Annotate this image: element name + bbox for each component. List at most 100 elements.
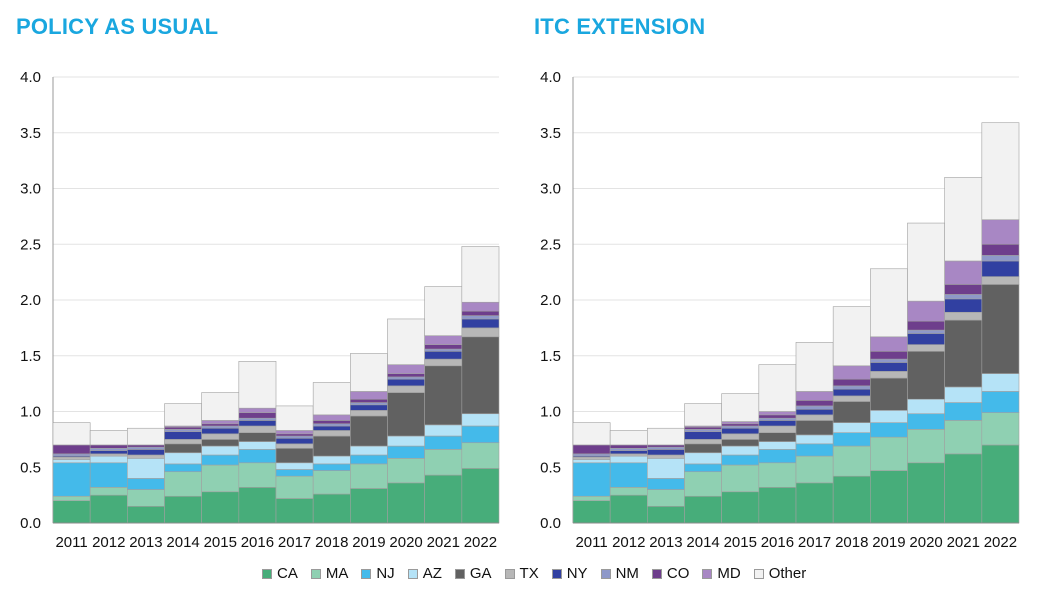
bar-segment-co-2013 [127,444,165,448]
bar-segment-tx-2017 [275,443,314,449]
bar-segment-md-2019 [870,336,908,352]
bar-segment-ma-2020 [387,458,425,484]
bar-segment-ma-2011 [572,495,611,501]
bar-segment-other-2017 [275,405,314,431]
bar-segment-co-2021 [944,284,983,295]
y-tick-label: 3.5 [540,125,561,142]
bar-segment-az-2021 [944,386,983,403]
bar-segment-co-2022 [981,243,1020,256]
bar-segment-co-2019 [870,350,908,360]
bar-segment-ca-2019 [870,470,908,524]
legend-label: TX [519,565,539,582]
x-tick-label: 2022 [984,534,1017,551]
bar-segment-ma-2015 [721,464,760,493]
bar-segment-tx-2013 [647,454,685,459]
bar-segment-az-2016 [238,441,277,450]
bar-segment-nj-2015 [721,454,760,466]
legend-swatch [262,568,272,579]
bar-segment-tx-2015 [201,433,240,440]
bar-segment-az-2016 [758,441,797,450]
y-tick-label: 3.5 [20,125,41,142]
legend-label: GA [469,565,492,582]
x-tick-label: 2015 [724,534,757,551]
bar-segment-co-2014 [164,426,202,430]
bar-segment-nj-2020 [387,445,425,459]
bar-segment-md-2018 [832,365,871,380]
bar-segment-ga-2016 [238,432,277,442]
bar-segment-other-2014 [684,403,722,427]
x-tick-label: 2016 [761,534,794,551]
legend-swatch [454,568,465,579]
bar-segment-ga-2017 [275,447,314,464]
x-tick-label: 2021 [947,534,980,551]
bar-segment-ny-2018 [832,388,871,397]
x-tick-label: 2017 [278,534,311,551]
bar-segment-az-2022 [981,373,1020,392]
bar-segment-co-2011 [572,444,611,455]
bar-segment-nj-2015 [201,454,240,466]
x-tick-label: 2016 [241,534,274,551]
bar-segment-co-2017 [795,400,834,407]
bar-segment-ga-2014 [684,443,722,454]
bar-segment-ma-2012 [609,487,648,496]
bar-segment-other-2018 [312,382,351,416]
legend-label: NJ [376,565,395,582]
bar-segment-nm-2019 [350,402,388,406]
bar-segment-co-2013 [647,444,685,448]
legend-label: CA [277,565,298,582]
bar-segment-ma-2013 [127,489,165,507]
bar-segment-co-2017 [275,433,314,437]
x-tick-label: 2019 [872,534,905,551]
legend-swatch [504,568,515,579]
bar-segment-ny-2018 [312,425,351,431]
y-tick-label: 2.5 [540,236,561,253]
bar-segment-ca-2017 [275,498,314,524]
bar-segment-md-2019 [350,391,388,400]
bar-segment-ma-2022 [461,442,500,469]
bar-segment-ca-2022 [981,444,1020,524]
bar-segment-ma-2017 [275,475,314,499]
bar-segment-ca-2017 [795,482,834,524]
legend-swatch [753,568,764,579]
bar-segment-md-2017 [795,391,834,401]
bar-segment-md-2017 [275,430,314,435]
bar-segment-other-2013 [127,427,165,446]
bar-segment-ma-2019 [350,463,388,489]
legend-label: MA [325,565,349,582]
bar-segment-az-2015 [201,445,240,456]
bar-segment-other-2021 [944,177,983,262]
bar-segment-ny-2012 [609,450,648,455]
bar-segment-md-2021 [424,335,463,345]
legend-item-other: Other [753,565,806,582]
bar-segment-tx-2022 [461,327,500,338]
y-tick-label: 1.5 [20,348,41,365]
bar-segment-nm-2013 [647,446,685,450]
bar-segment-nm-2015 [721,425,760,429]
bar-segment-nj-2016 [758,449,797,464]
legend-label: MD [717,565,741,582]
x-tick-label: 2014 [166,534,199,551]
bar-segment-nm-2011 [52,453,91,457]
bar-segment-co-2015 [201,423,240,427]
bar-segment-nj-2020 [907,413,945,430]
legend-item-az: AZ [407,565,442,582]
bar-segment-ca-2018 [312,493,351,524]
bar-segment-nm-2016 [758,417,797,421]
bar-segment-tx-2012 [89,453,128,457]
y-tick-label: 1.0 [540,404,561,421]
legend-item-nm: NM [600,565,639,582]
bar-segment-ny-2019 [870,362,908,372]
bar-segment-ga-2017 [795,420,834,436]
legend-item-co: CO [651,565,689,582]
bar-segment-other-2019 [350,353,388,392]
x-tick-label: 2020 [389,534,422,551]
bar-segment-other-2015 [721,393,760,422]
x-tick-label: 2018 [835,534,868,551]
bar-segment-md-2016 [758,411,797,416]
bar-segment-nm-2019 [870,358,908,363]
bar-segment-nm-2016 [238,417,277,421]
bar-segment-co-2015 [721,423,760,427]
legend-swatch [361,568,372,579]
bar-segment-other-2017 [795,342,834,392]
bar-segment-az-2019 [350,445,388,456]
